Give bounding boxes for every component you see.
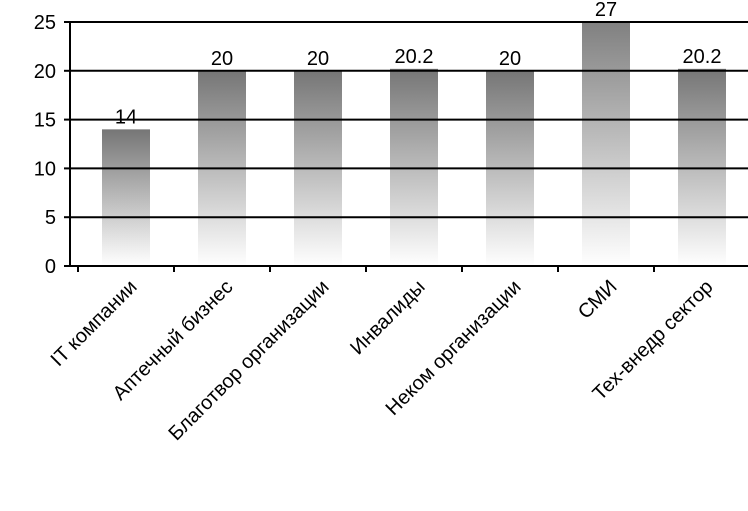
x-tick-label: Благотвор организации [164, 276, 333, 445]
y-tick-label: 25 [34, 12, 56, 34]
value-label: 27 [595, 0, 617, 21]
y-tick-label: 15 [34, 110, 56, 132]
value-label: 20.2 [395, 46, 434, 68]
y-tick-label: 0 [45, 256, 56, 278]
bar [102, 129, 150, 266]
value-label: 14 [115, 106, 137, 128]
value-label: 20 [211, 48, 233, 70]
value-label: 20 [499, 48, 521, 70]
y-tick-label: 10 [34, 158, 56, 180]
y-tick-label: 5 [45, 207, 56, 229]
value-label: 20 [307, 48, 329, 70]
value-label: 20.2 [683, 46, 722, 68]
bar [582, 22, 630, 266]
y-tick-label: 20 [34, 61, 56, 83]
x-tick-label: СМИ [574, 276, 622, 324]
plot-area [102, 22, 726, 267]
x-tick-label: IT компании [47, 276, 142, 371]
x-tick-label: Инвалиды [346, 276, 429, 359]
